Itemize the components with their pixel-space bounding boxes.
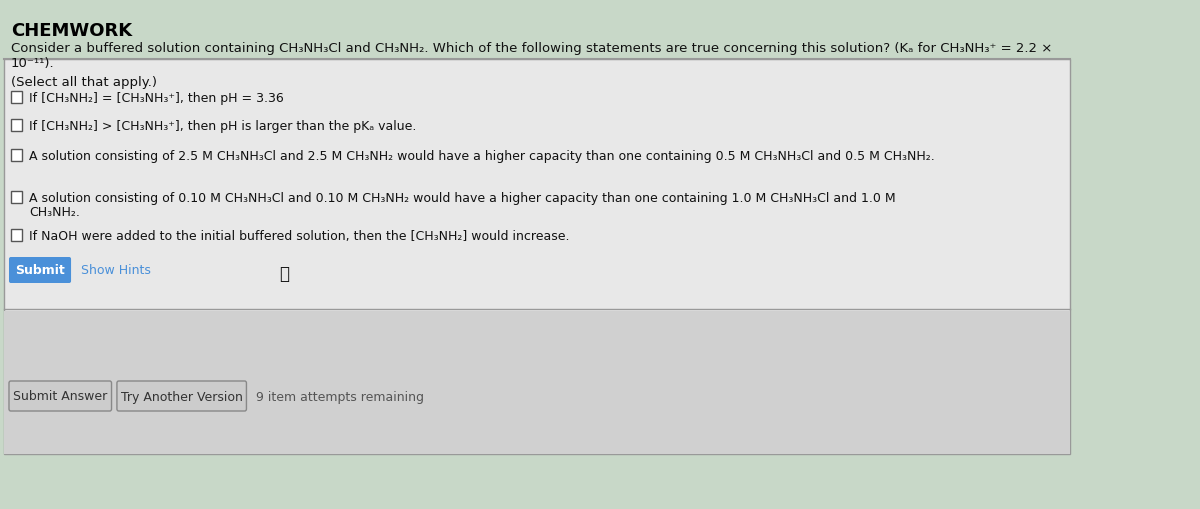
Text: If [CH₃NH₂] > [CH₃NH₃⁺], then pH is larger than the pKₐ value.: If [CH₃NH₂] > [CH₃NH₃⁺], then pH is larg…: [29, 120, 416, 133]
FancyBboxPatch shape: [11, 120, 22, 132]
Text: ⮡: ⮡: [278, 265, 289, 282]
Text: Consider a buffered solution containing CH₃NH₃Cl and CH₃NH₂. Which of the follow: Consider a buffered solution containing …: [11, 42, 1052, 55]
Text: Show Hints: Show Hints: [80, 264, 151, 277]
Text: CHEMWORK: CHEMWORK: [11, 22, 132, 40]
Text: Submit: Submit: [14, 264, 65, 277]
Text: If [CH₃NH₂] = [CH₃NH₃⁺], then pH = 3.36: If [CH₃NH₂] = [CH₃NH₃⁺], then pH = 3.36: [29, 92, 283, 105]
Text: If NaOH were added to the initial buffered solution, then the [CH₃NH₂] would inc: If NaOH were added to the initial buffer…: [29, 230, 569, 242]
FancyBboxPatch shape: [8, 258, 71, 284]
FancyBboxPatch shape: [11, 230, 22, 242]
FancyBboxPatch shape: [5, 312, 1070, 454]
Text: 9 item attempts remaining: 9 item attempts remaining: [257, 390, 425, 403]
Text: A solution consisting of 2.5 M CH₃NH₃Cl and 2.5 M CH₃NH₂ would have a higher cap: A solution consisting of 2.5 M CH₃NH₃Cl …: [29, 150, 935, 163]
FancyBboxPatch shape: [5, 60, 1070, 454]
FancyBboxPatch shape: [11, 92, 22, 104]
Text: Try Another Version: Try Another Version: [121, 390, 242, 403]
FancyBboxPatch shape: [11, 150, 22, 162]
Text: 10⁻¹¹).: 10⁻¹¹).: [11, 57, 54, 70]
FancyBboxPatch shape: [116, 381, 246, 411]
Text: CH₃NH₂.: CH₃NH₂.: [29, 206, 79, 218]
Text: (Select all that apply.): (Select all that apply.): [11, 76, 157, 89]
Text: A solution consisting of 0.10 M CH₃NH₃Cl and 0.10 M CH₃NH₂ would have a higher c: A solution consisting of 0.10 M CH₃NH₃Cl…: [29, 191, 895, 205]
Text: Submit Answer: Submit Answer: [13, 390, 107, 403]
FancyBboxPatch shape: [8, 381, 112, 411]
FancyBboxPatch shape: [11, 191, 22, 204]
